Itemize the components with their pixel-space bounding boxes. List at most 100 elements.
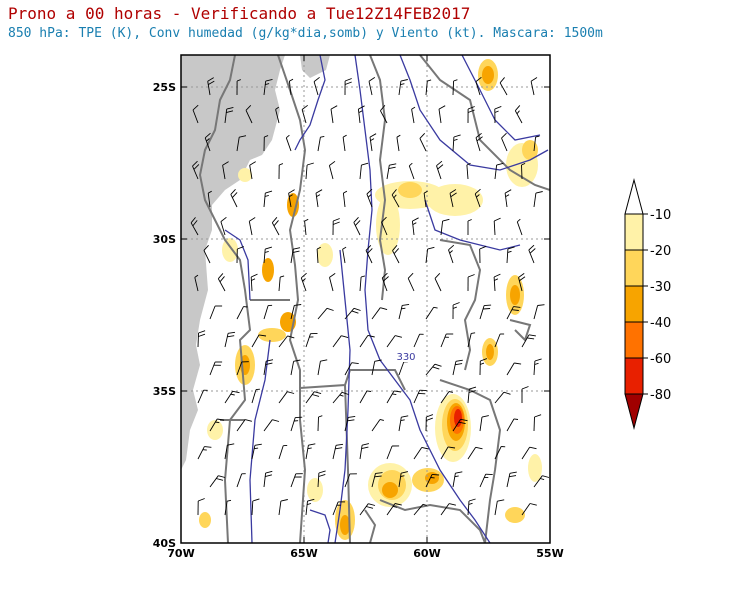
wind-barb	[386, 165, 390, 180]
wind-barb-flag	[304, 218, 309, 222]
wind-barb	[236, 306, 244, 320]
wind-barb	[316, 248, 319, 264]
wind-barb	[368, 81, 373, 96]
wind-barb-flag	[479, 245, 487, 250]
wind-barb-flag	[442, 218, 450, 222]
wind-barb-flag	[521, 386, 529, 390]
contour-label: 330	[396, 352, 415, 363]
wind-barb-flag	[366, 390, 372, 392]
wind-barb-flag	[265, 474, 273, 478]
wind-barb-flag	[453, 79, 458, 82]
wind-barb-flag	[344, 78, 352, 82]
wind-barb	[386, 335, 396, 348]
wind-barb-flag	[466, 162, 471, 166]
wind-barb-flag	[271, 217, 278, 223]
wind-barb-flag	[292, 250, 300, 254]
wind-barb	[506, 248, 509, 264]
wind-barb-flag	[342, 246, 347, 250]
wind-barb-flag	[529, 248, 536, 254]
wind-barb-flag	[217, 418, 225, 421]
wind-barb	[300, 277, 307, 292]
wind-barb-flag	[353, 307, 361, 311]
wind-barb	[290, 361, 295, 376]
wind-barb-flag	[265, 83, 270, 86]
wind-barb	[494, 333, 501, 348]
wind-barb-flag	[393, 194, 397, 199]
wind-barb-flag	[251, 278, 256, 281]
wind-barb-flag	[449, 250, 453, 254]
wind-barb-flag	[535, 135, 540, 138]
wind-barb-flag	[388, 166, 396, 170]
wind-barb-flag	[361, 443, 370, 446]
wind-barb-flag	[332, 221, 340, 225]
lat-label-30s: 30S	[153, 233, 176, 246]
wind-barb-flag	[288, 189, 295, 194]
chart-subtitle: 850 hPa: TPE (K), Conv humedad (g/kg*dia…	[8, 26, 603, 41]
wind-barb-flag	[434, 363, 442, 367]
wind-barb-flag	[507, 250, 512, 253]
wind-barb-flag	[527, 337, 535, 340]
wind-barb	[263, 81, 267, 96]
wind-barb	[315, 193, 319, 208]
wind-barb	[329, 277, 334, 292]
wind-barb-flag	[471, 332, 476, 334]
wind-barb	[342, 137, 346, 152]
wind-barb-flag	[280, 499, 288, 502]
wind-barb-flag	[318, 473, 326, 477]
wind-barb-flag	[239, 135, 247, 138]
wind-barb	[423, 193, 427, 208]
wind-barb-flag	[203, 244, 209, 251]
wind-barb	[224, 445, 228, 460]
wind-barb	[332, 445, 337, 460]
wind-barb-flag	[480, 362, 485, 365]
wind-barb	[413, 504, 424, 516]
wind-barb	[440, 333, 447, 348]
wind-barb	[192, 165, 199, 180]
wind-barb	[344, 362, 353, 376]
terrain-mask-2	[300, 55, 330, 78]
wind-barb-flag	[245, 104, 252, 111]
wind-barb-flag	[204, 446, 212, 448]
wind-barb-flag	[450, 192, 457, 198]
wind-barb	[514, 110, 523, 124]
lon-label-65w: 65W	[290, 547, 317, 560]
wind-barb-flag	[496, 162, 504, 166]
lat-label-25s: 25S	[153, 81, 176, 94]
wind-barb-flag	[293, 247, 301, 250]
wind-barb-flag	[320, 359, 328, 362]
wind-barb	[359, 276, 362, 292]
wind-barb	[263, 361, 267, 376]
wind-barb	[278, 501, 282, 516]
wind-barb	[251, 500, 254, 516]
map-frame	[180, 54, 551, 544]
wind-barb-flag	[230, 393, 235, 396]
wind-barb-flag	[467, 219, 472, 222]
wind-barb	[344, 473, 351, 488]
wind-barb	[317, 472, 320, 488]
legend-label-30: -30	[650, 280, 671, 295]
wind-barb-flag	[383, 276, 389, 282]
wind-barb	[521, 164, 523, 180]
wind-barb	[278, 445, 284, 460]
wind-barb	[371, 361, 376, 376]
wind-barb-flag	[507, 246, 515, 250]
wind-barb	[494, 391, 505, 404]
wind-barb-flag	[318, 470, 326, 474]
wind-barb-flag	[455, 359, 463, 362]
legend-swatch-20	[624, 249, 644, 287]
wind-barb	[330, 109, 334, 124]
legend-colorbar: -10 -20 -30 -40 -60 -80	[624, 178, 671, 430]
wind-barb	[392, 250, 400, 264]
wind-barb-flag	[400, 83, 405, 86]
wind-barb	[278, 277, 281, 292]
wind-barb	[305, 391, 315, 404]
wind-barb-flag	[370, 138, 375, 141]
wind-barb	[533, 360, 536, 376]
wind-barb-flag	[497, 499, 505, 502]
wind-barb	[365, 250, 373, 264]
wind-barb-flag	[379, 419, 385, 421]
wind-barb	[479, 305, 485, 320]
wind-barb	[342, 193, 346, 208]
wind-barb	[398, 361, 405, 376]
wind-barb-flag	[251, 273, 258, 278]
